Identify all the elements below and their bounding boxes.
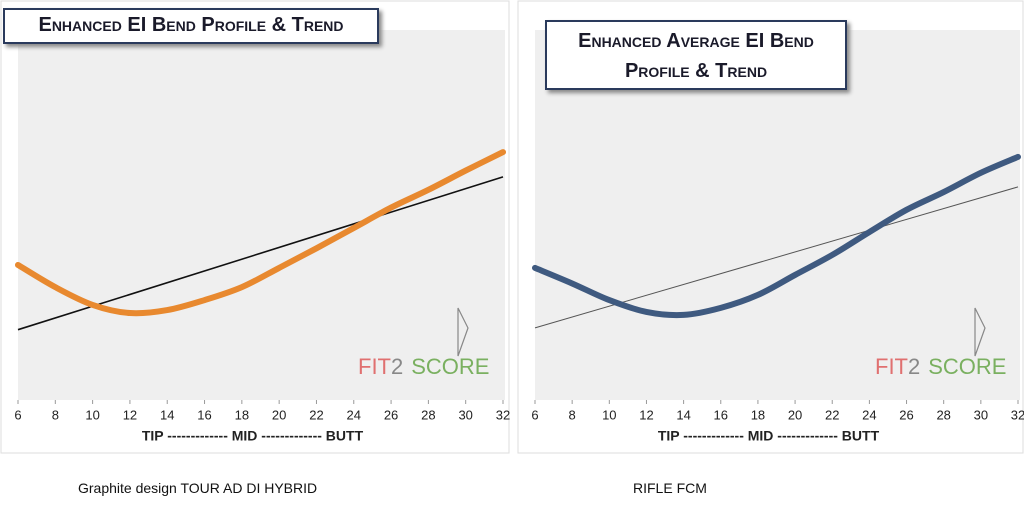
- x-tick-label: 26: [384, 407, 398, 422]
- x-tick-label: 18: [235, 407, 249, 422]
- x-tick-label: 30: [974, 407, 988, 422]
- x-tick-label: 16: [197, 407, 211, 422]
- x-tick-label: 14: [160, 407, 174, 422]
- logo: FIT2 SCORE: [875, 354, 1007, 379]
- x-tick-label: 16: [714, 407, 728, 422]
- logo-part: 2: [391, 354, 403, 379]
- x-tick-label: 10: [85, 407, 99, 422]
- profile-line: [15, 149, 506, 317]
- x-tick-label: 20: [272, 407, 286, 422]
- panel-border: [0, 0, 510, 454]
- x-tick-label: 12: [639, 407, 653, 422]
- x-tick-label: 20: [788, 407, 802, 422]
- logo-flag: [457, 307, 469, 357]
- panel-border: [517, 0, 1024, 454]
- x-tick-label: 6: [14, 407, 21, 422]
- logo-part: SCORE: [928, 354, 1006, 379]
- x-tick-label: 24: [347, 407, 361, 422]
- x-tick-label: 8: [52, 407, 59, 422]
- x-axis-label: TIP ------------- MID ------------- BUTT: [142, 428, 364, 444]
- x-axis-label: TIP ------------- MID ------------- BUTT: [658, 428, 880, 444]
- logo-part: SCORE: [411, 354, 489, 379]
- profile-line: [532, 153, 1021, 319]
- chart-title: Enhanced EI Bend Profile & Trend: [3, 8, 379, 44]
- logo-flag: [974, 307, 986, 357]
- caption: RIFLE FCM: [633, 480, 707, 496]
- x-tick-label: 32: [496, 407, 510, 422]
- x-tick-label: 32: [1011, 407, 1024, 422]
- x-tick-label: 22: [309, 407, 323, 422]
- logo-part: 2: [908, 354, 920, 379]
- chart-title: Enhanced Average EI Bend Profile & Trend: [545, 20, 847, 90]
- x-tick-label: 30: [458, 407, 472, 422]
- x-tick-label: 28: [936, 407, 950, 422]
- x-tick-label: 26: [899, 407, 913, 422]
- x-tick-label: 14: [676, 407, 690, 422]
- x-tick-label: 6: [531, 407, 538, 422]
- plot-area: [18, 30, 505, 400]
- plot-area: [535, 30, 1020, 400]
- x-tick-label: 8: [569, 407, 576, 422]
- x-tick-label: 24: [862, 407, 876, 422]
- logo-part: FIT: [875, 354, 908, 379]
- x-tick-label: 28: [421, 407, 435, 422]
- caption: Graphite design TOUR AD DI HYBRID: [78, 480, 318, 496]
- logo: FIT2 SCORE: [358, 354, 490, 379]
- x-tick-label: 18: [751, 407, 765, 422]
- x-tick-label: 12: [123, 407, 137, 422]
- logo-part: FIT: [358, 354, 391, 379]
- x-tick-label: 22: [825, 407, 839, 422]
- x-tick-label: 10: [602, 407, 616, 422]
